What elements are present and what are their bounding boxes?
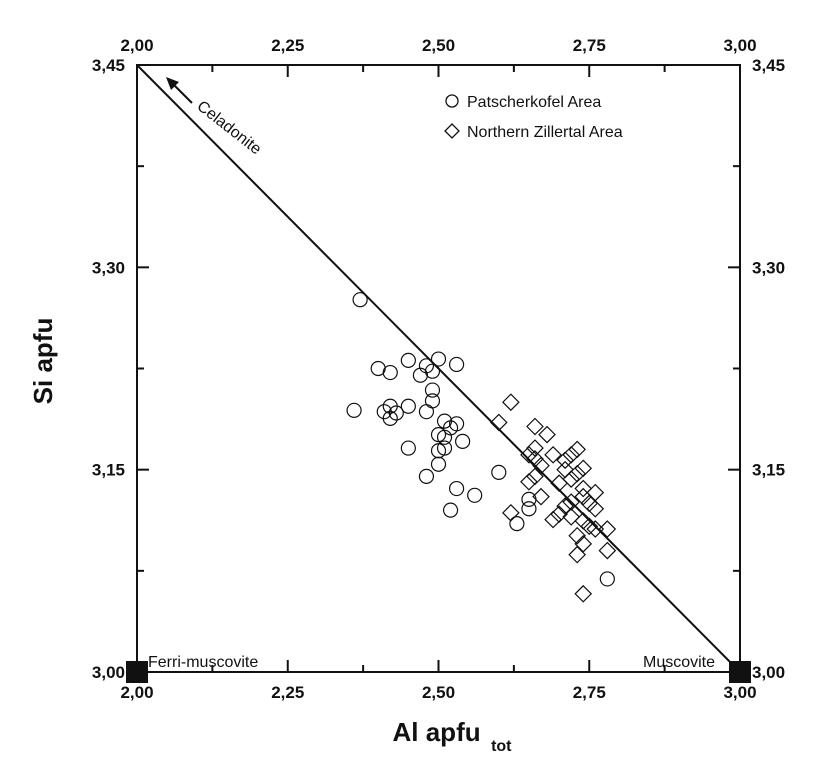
data-point-northern-zillertal [502, 393, 520, 412]
data-point-northern-zillertal [562, 445, 581, 464]
plot-frame [136, 64, 741, 673]
legend-diamond-icon [444, 123, 460, 139]
data-point-patscherkofel [424, 363, 441, 379]
legend-circle-icon [445, 94, 459, 108]
data-point-northern-zillertal [550, 474, 568, 493]
data-point-patscherkofel [400, 398, 416, 414]
data-point-northern-zillertal [532, 487, 550, 506]
axis-tick-labels: 2,002,002,252,252,502,502,752,753,003,00… [92, 36, 785, 702]
x-tick-label-bottom: 2,25 [271, 683, 304, 702]
x-axis-title-main: Al apfu [393, 717, 481, 747]
data-point-patscherkofel [491, 464, 507, 480]
data-point-patscherkofel [400, 352, 416, 369]
data-point-patscherkofel [346, 402, 362, 418]
data-point-northern-zillertal [568, 440, 587, 459]
data-point-patscherkofel [448, 356, 465, 373]
data-point-northern-zillertal [574, 584, 593, 603]
data-point-northern-zillertal [489, 413, 508, 432]
data-point-patscherkofel [442, 502, 459, 518]
x-tick-label-bottom: 2,00 [120, 683, 153, 702]
y-tick-label-left: 3,45 [92, 56, 125, 75]
data-point-patscherkofel [521, 501, 537, 517]
data-point-patscherkofel [448, 480, 465, 497]
y-tick-label-right: 3,00 [752, 663, 785, 682]
data-point-patscherkofel [400, 440, 416, 456]
data-point-northern-zillertal [586, 499, 605, 518]
data-point-patscherkofel [430, 456, 447, 472]
data-point-northern-zillertal [580, 517, 599, 536]
data-point-patscherkofel [436, 429, 453, 445]
data-point-northern-zillertal [556, 460, 574, 479]
annotation-ferri-muscovite: Ferri-muscovite [148, 654, 258, 671]
data-point-patscherkofel [455, 433, 471, 449]
data-point-northern-zillertal [574, 479, 593, 498]
data-point-northern-zillertal [598, 520, 617, 538]
data-point-patscherkofel [382, 410, 398, 427]
data-point-patscherkofel [382, 364, 398, 381]
data-point-patscherkofel [467, 487, 483, 503]
x-tick-label-top: 2,00 [120, 36, 153, 55]
y-tick-label-left: 3,30 [92, 258, 125, 277]
data-point-northern-zillertal [556, 451, 574, 470]
data-point-northern-zillertal [544, 510, 562, 529]
legend-label-northern-zillertal: Northern Zillertal Area [467, 124, 623, 141]
x-tick-label-top: 2,25 [271, 36, 304, 55]
x-axis-title-subscript: tot [491, 738, 512, 755]
data-point-northern-zillertal [562, 508, 581, 526]
data-point-northern-zillertal [520, 472, 538, 491]
x-tick-label-bottom: 3,00 [723, 683, 756, 702]
y-tick-label-left: 3,00 [92, 663, 125, 682]
data-point-patscherkofel [418, 358, 435, 374]
data-point-northern-zillertal [544, 445, 562, 464]
data-point-patscherkofel [388, 405, 404, 421]
legend: Patscherkofel Area Northern Zillertal Ar… [444, 94, 623, 141]
data-point-northern-zillertal [538, 425, 556, 444]
data-point-northern-zillertal [580, 494, 599, 513]
legend-label-patscherkofel: Patscherkofel Area [467, 94, 601, 111]
celadonite-arrow-head [166, 77, 179, 90]
data-point-patscherkofel [424, 382, 441, 398]
data-point-patscherkofel [509, 516, 525, 532]
data-point-patscherkofel [430, 351, 447, 367]
data-point-patscherkofel [352, 292, 368, 308]
x-tick-label-top: 2,75 [573, 36, 606, 55]
y-axis-title: Si apfu [28, 318, 58, 405]
data-point-patscherkofel [418, 468, 435, 485]
data-point-northern-zillertal [586, 520, 605, 538]
y-tick-label-right: 3,45 [752, 56, 785, 75]
data-point-patscherkofel [436, 440, 453, 456]
y-tick-label-left: 3,15 [92, 461, 125, 480]
x-tick-label-bottom: 2,50 [422, 683, 455, 702]
x-axis-title: Al apfu tot [393, 717, 513, 755]
data-point-northern-zillertal [502, 503, 520, 522]
data-point-northern-zillertal [568, 545, 587, 564]
data-point-patscherkofel [599, 571, 615, 587]
data-point-patscherkofel [418, 404, 435, 420]
y-tick-label-right: 3,15 [752, 461, 785, 480]
data-point-northern-zillertal [568, 526, 587, 545]
annotation-muscovite: Muscovite [643, 654, 715, 671]
data-point-northern-zillertal [598, 541, 617, 560]
x-tick-label-top: 3,00 [723, 36, 756, 55]
x-tick-label-top: 2,50 [422, 36, 455, 55]
data-points [346, 292, 617, 603]
data-point-northern-zillertal [526, 417, 544, 436]
y-tick-label-right: 3,30 [752, 258, 785, 277]
x-tick-label-bottom: 2,75 [573, 683, 606, 702]
